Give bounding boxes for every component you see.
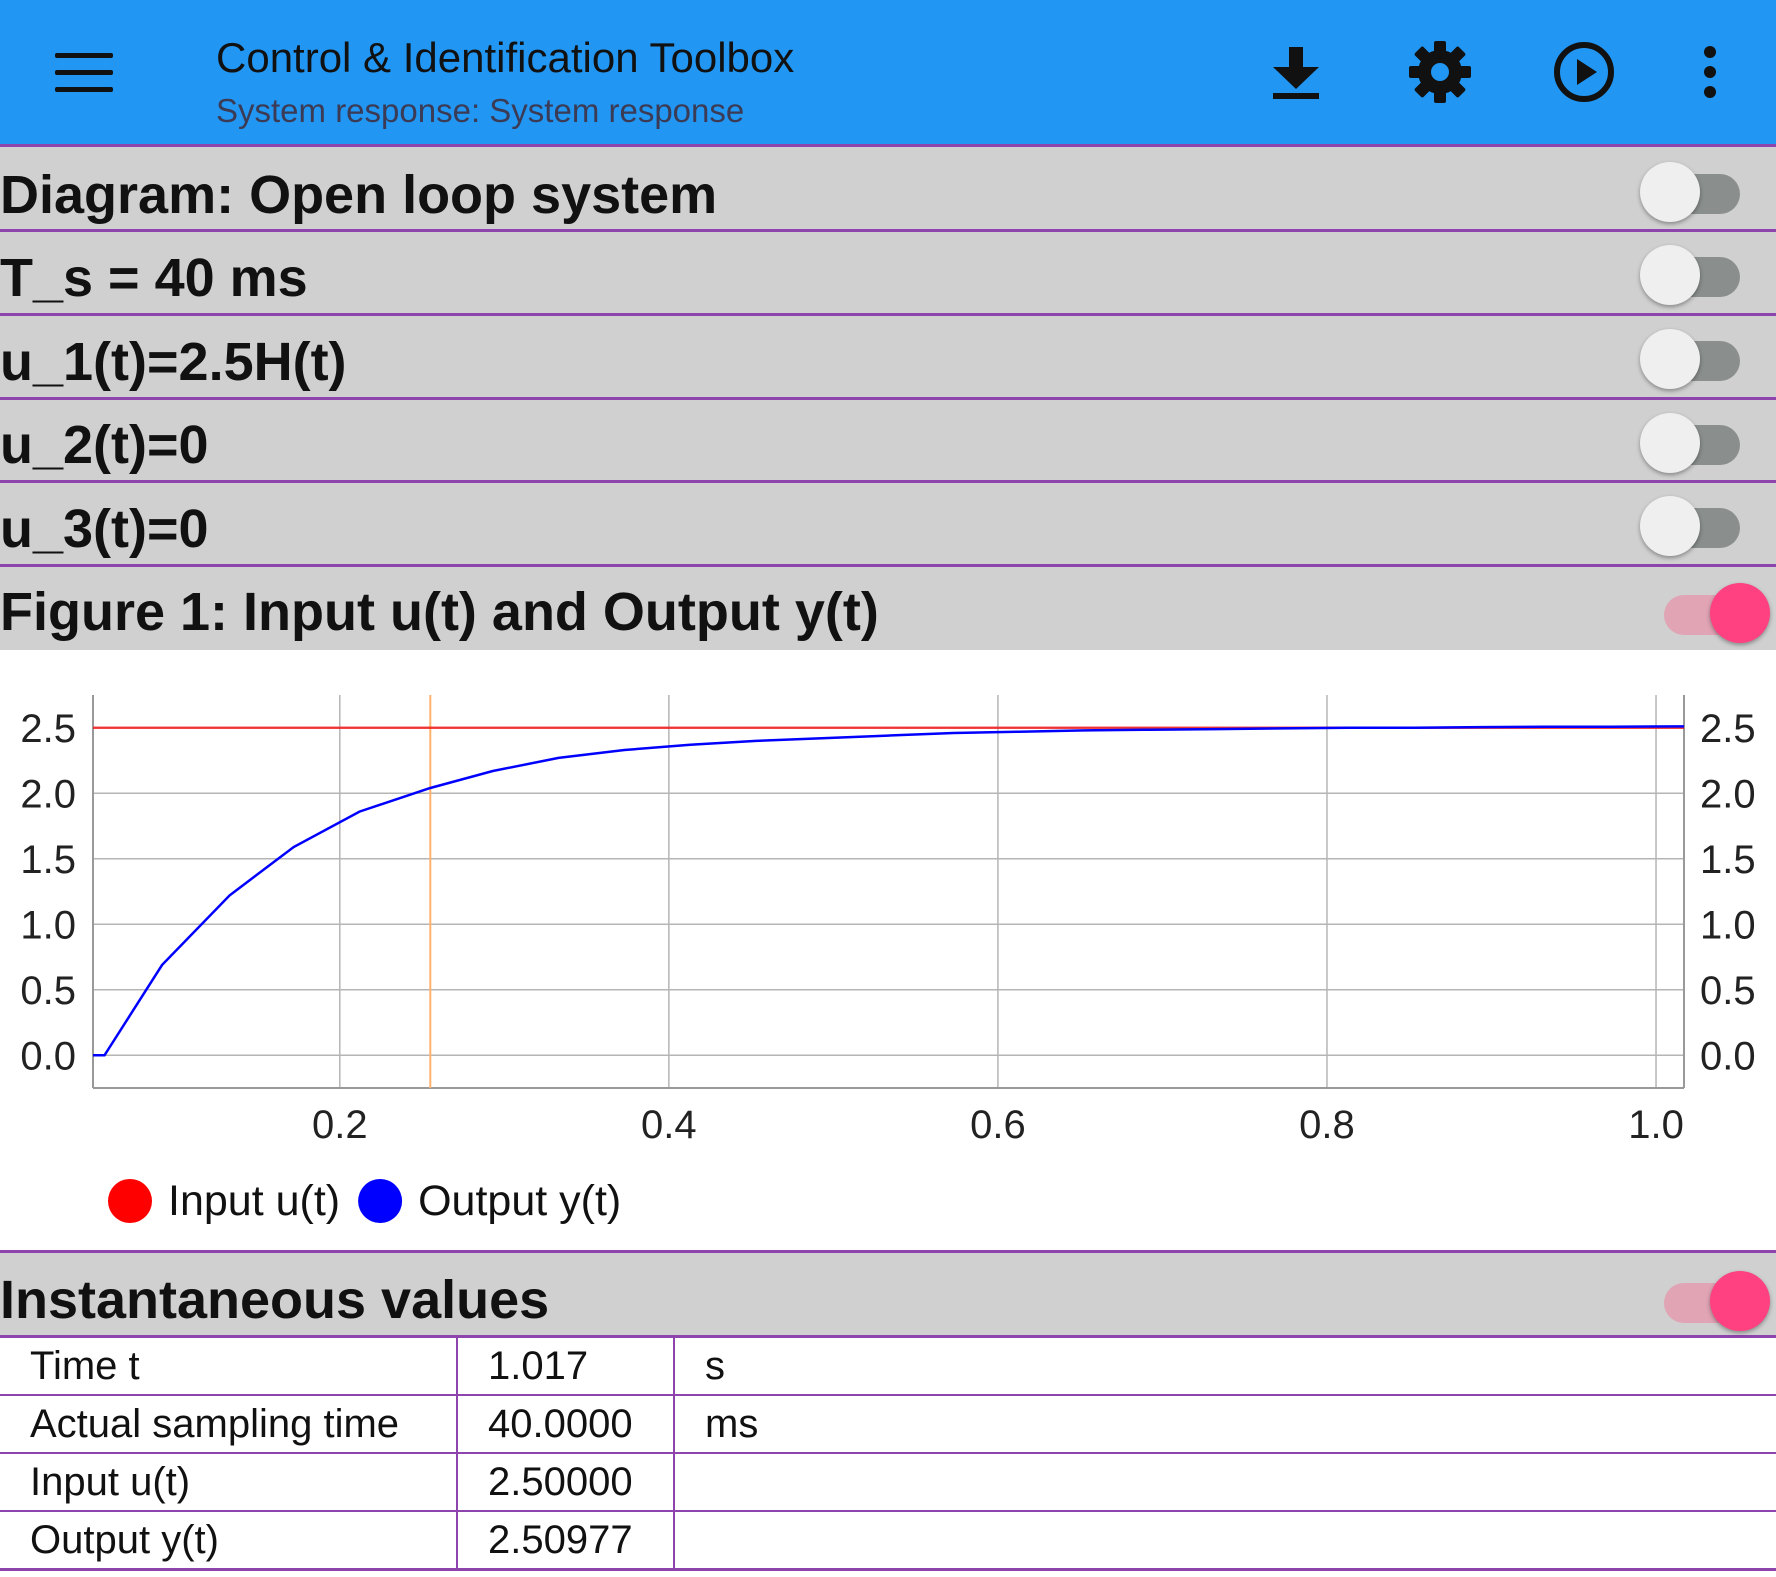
toggle-input-u3[interactable] — [1640, 487, 1746, 557]
download-icon[interactable] — [1258, 34, 1334, 110]
table-row: Input u(t) 2.50000 — [0, 1453, 1776, 1512]
row-label: Output y(t) — [0, 1511, 458, 1571]
legend-input-u-marker — [108, 1179, 152, 1223]
toggle-instantaneous-values[interactable] — [1664, 1262, 1770, 1332]
y-tick-label-right: 1.0 — [1700, 903, 1756, 947]
row-value: 2.50977 — [457, 1511, 675, 1571]
gear-icon[interactable] — [1402, 34, 1478, 110]
section-title-instantaneous-values: Instantaneous values — [0, 1270, 550, 1330]
row-label: Time t — [0, 1338, 458, 1396]
row-value: 2.50000 — [457, 1453, 675, 1512]
row-unit — [674, 1511, 1776, 1571]
row-value: 40.0000 — [457, 1395, 675, 1454]
y-tick-label-left: 0.0 — [20, 1034, 76, 1078]
output-y-line — [93, 725, 1685, 1057]
toggle-input-u1[interactable] — [1640, 320, 1746, 390]
section-title-sampling-time: T_s = 40 ms — [0, 248, 308, 308]
values-table: Time t 1.017 s Actual sampling time 40.0… — [0, 1338, 1776, 1571]
row-unit — [674, 1453, 1776, 1512]
table-row: Output y(t) 2.50977 — [0, 1511, 1776, 1571]
chart-svg: 0.2 0.4 0.6 0.8 1.0 0.0 0.0 0.5 0.5 1.0 1.0 1.5 1.5 2… — [20, 695, 1756, 1225]
y-tick-label-left: 0.5 — [20, 969, 76, 1013]
legend-output-y-marker — [358, 1179, 403, 1223]
table-row: Time t 1.017 s — [0, 1338, 1776, 1396]
section-input-u2: u_2(t)=0 — [0, 400, 1776, 483]
toggle-input-u2[interactable] — [1640, 404, 1746, 474]
y-tick-label-right: 0.5 — [1700, 969, 1756, 1013]
x-tick-label: 0.2 — [312, 1103, 368, 1147]
row-unit: ms — [674, 1395, 1776, 1454]
play-circle-icon[interactable] — [1546, 34, 1622, 110]
x-tick-label: 0.8 — [1299, 1103, 1355, 1147]
section-title-input-u1: u_1(t)=2.5H(t) — [0, 332, 347, 392]
app-subtitle: System response: System response — [216, 92, 745, 129]
x-tick-label: 0.4 — [641, 1103, 697, 1147]
table-row: Actual sampling time 40.0000 ms — [0, 1395, 1776, 1454]
y-tick-label-right: 2.0 — [1700, 772, 1756, 816]
section-title-input-u3: u_3(t)=0 — [0, 499, 209, 559]
row-value: 1.017 — [457, 1338, 675, 1396]
section-title-input-u2: u_2(t)=0 — [0, 415, 209, 475]
app-bar: Control & Identification Toolbox System … — [0, 0, 1776, 144]
toggle-sampling-time[interactable] — [1640, 236, 1746, 306]
legend-input-u-label: Input u(t) — [168, 1177, 340, 1225]
legend-output-y-label: Output y(t) — [418, 1177, 621, 1225]
app-title: Control & Identification Toolbox — [216, 34, 795, 81]
chart-figure-1[interactable]: 0.2 0.4 0.6 0.8 1.0 0.0 0.0 0.5 0.5 1.0 1.0 1.5 1.5 2… — [0, 650, 1776, 1250]
row-label: Input u(t) — [0, 1453, 458, 1512]
y-tick-label-left: 2.0 — [20, 772, 76, 816]
x-tick-label: 1.0 — [1628, 1103, 1684, 1147]
section-title-figure-1: Figure 1: Input u(t) and Output y(t) — [0, 582, 879, 642]
y-tick-label-left: 1.5 — [20, 838, 76, 882]
section-sampling-time: T_s = 40 ms — [0, 232, 1776, 316]
menu-icon[interactable] — [40, 38, 128, 106]
row-label: Actual sampling time — [0, 1395, 458, 1454]
y-tick-label-right: 1.5 — [1700, 838, 1756, 882]
section-diagram: Diagram: Open loop system — [0, 144, 1776, 232]
y-tick-label-right: 2.5 — [1700, 707, 1756, 751]
section-input-u1: u_1(t)=2.5H(t) — [0, 316, 1776, 400]
x-tick-label: 0.6 — [970, 1103, 1026, 1147]
y-tick-label-left: 2.5 — [20, 707, 76, 751]
section-figure-1: Figure 1: Input u(t) and Output y(t) — [0, 567, 1776, 650]
section-input-u3: u_3(t)=0 — [0, 483, 1776, 567]
more-vertical-icon[interactable] — [1672, 34, 1748, 110]
section-title-diagram: Diagram: Open loop system — [0, 165, 718, 225]
row-unit: s — [674, 1338, 1776, 1396]
section-instantaneous-values: Instantaneous values — [0, 1250, 1776, 1338]
toggle-diagram[interactable] — [1640, 153, 1746, 223]
y-tick-label-right: 0.0 — [1700, 1034, 1756, 1078]
y-tick-label-left: 1.0 — [20, 903, 76, 947]
toggle-figure-1[interactable] — [1664, 574, 1770, 644]
